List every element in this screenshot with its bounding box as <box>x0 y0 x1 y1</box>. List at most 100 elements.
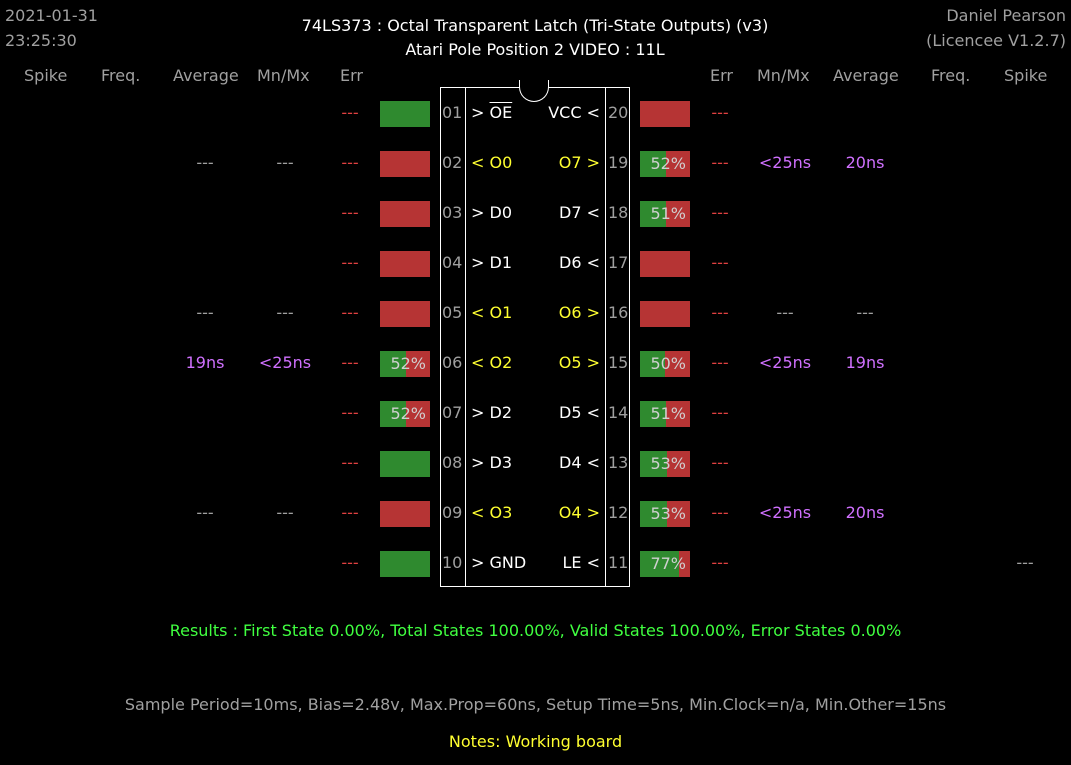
right-pin-11-number: 11 <box>608 553 629 572</box>
right-pin-15-label: O5 > <box>559 353 600 372</box>
left-pin-09-err: --- <box>341 503 359 522</box>
right-pin-16-label: O6 > <box>559 303 600 322</box>
right-pin-12-average: 20ns <box>845 503 885 522</box>
bar-high-fill <box>640 451 667 477</box>
left-pin-07-number: 07 <box>442 403 463 422</box>
pin-name: O1 <box>489 303 513 322</box>
pin-name: LE <box>562 553 582 572</box>
right-pin-13-number: 13 <box>608 453 629 472</box>
right-pin-18-state-bar: 51% <box>640 201 690 227</box>
col-left-mnmx: Mn/Mx <box>257 66 310 85</box>
col-left-spike: Spike <box>24 66 68 85</box>
bar-high-fill <box>380 101 430 127</box>
right-pin-17-err: --- <box>711 253 729 272</box>
right-pin-12-err: --- <box>711 503 729 522</box>
pin-direction: > <box>586 303 600 322</box>
bar-percent: 52% <box>650 154 686 173</box>
right-pin-11-err: --- <box>711 553 729 572</box>
pin-direction: > <box>471 203 485 222</box>
left-pin-05-state-bar <box>380 301 430 327</box>
left-pin-06-label: < O2 <box>471 353 512 372</box>
chip-outline <box>440 87 630 587</box>
right-pin-15-state-bar: 50% <box>640 351 690 377</box>
left-pin-10-label: > GND <box>471 553 526 572</box>
right-pin-17-state-bar <box>640 251 690 277</box>
left-pin-06-mnmx: <25ns <box>258 353 312 372</box>
left-pin-01-err: --- <box>341 103 359 122</box>
pin-direction: > <box>471 403 485 422</box>
right-pin-14-err: --- <box>711 403 729 422</box>
left-pin-04-err: --- <box>341 253 359 272</box>
left-pin-09-number: 09 <box>442 503 463 522</box>
bar-low-fill <box>640 301 690 327</box>
pin-name: O4 <box>558 503 582 522</box>
left-pin-10-number: 10 <box>442 553 463 572</box>
pin-name: VCC <box>548 103 582 122</box>
bar-high-fill <box>640 551 679 577</box>
bar-high-fill <box>380 451 430 477</box>
bar-low-fill <box>640 251 690 277</box>
right-pin-19-average: 20ns <box>845 153 885 172</box>
board-title: Atari Pole Position 2 VIDEO : 11L <box>405 40 665 59</box>
time: 23:25:30 <box>5 31 77 50</box>
left-pin-08-number: 08 <box>442 453 463 472</box>
pin-direction: > <box>471 553 485 572</box>
right-pin-19-err: --- <box>711 153 729 172</box>
pin-direction: < <box>586 403 600 422</box>
left-pin-06-err: --- <box>341 353 359 372</box>
bar-high-fill <box>640 351 665 377</box>
right-pin-20-label: VCC < <box>548 103 600 122</box>
pin-direction: < <box>586 553 600 572</box>
pin-name: O3 <box>489 503 513 522</box>
left-pin-06-number: 06 <box>442 353 463 372</box>
bar-percent: 53% <box>650 454 686 473</box>
left-pin-01-number: 01 <box>442 103 463 122</box>
left-pin-05-average: --- <box>196 303 214 322</box>
right-pin-15-average: 19ns <box>845 353 885 372</box>
left-pin-08-label: > D3 <box>471 453 512 472</box>
col-right-mnmx: Mn/Mx <box>757 66 810 85</box>
left-pin-09-mnmx: --- <box>276 503 294 522</box>
pin-direction: < <box>471 303 485 322</box>
bar-high-fill <box>380 551 430 577</box>
pin-direction: > <box>586 353 600 372</box>
pin-direction: > <box>471 253 485 272</box>
right-pin-17-label: D6 < <box>559 253 600 272</box>
pin-name: O2 <box>489 353 513 372</box>
left-pin-03-err: --- <box>341 203 359 222</box>
left-pin-05-err: --- <box>341 303 359 322</box>
left-pin-07-err: --- <box>341 403 359 422</box>
right-pin-12-label: O4 > <box>559 503 600 522</box>
chip-title: 74LS373 : Octal Transparent Latch (Tri-S… <box>301 16 769 35</box>
bar-low-fill <box>380 151 430 177</box>
left-pin-05-label: < O1 <box>471 303 512 322</box>
pin-direction: > <box>586 153 600 172</box>
right-pin-14-number: 14 <box>608 403 629 422</box>
right-pin-18-err: --- <box>711 203 729 222</box>
bar-percent: 53% <box>650 504 686 523</box>
right-pin-11-spike: --- <box>1016 553 1034 572</box>
right-pin-16-mnmx: --- <box>776 303 794 322</box>
pin-direction: < <box>471 353 485 372</box>
right-pin-18-number: 18 <box>608 203 629 222</box>
left-pin-10-state-bar <box>380 551 430 577</box>
right-pin-19-label: O7 > <box>559 153 600 172</box>
pin-name: GND <box>489 553 527 572</box>
pin-name: D1 <box>489 253 513 272</box>
bar-percent: 51% <box>650 204 686 223</box>
pin-name: D3 <box>489 453 513 472</box>
right-pin-13-err: --- <box>711 453 729 472</box>
pin-name: O7 <box>558 153 582 172</box>
left-pin-03-number: 03 <box>442 203 463 222</box>
pin-direction: > <box>471 453 485 472</box>
bar-high-fill <box>380 351 406 377</box>
pin-name: D2 <box>489 403 513 422</box>
bar-low-fill <box>380 301 430 327</box>
right-pin-15-mnmx: <25ns <box>758 353 812 372</box>
right-pin-18-label: D7 < <box>559 203 600 222</box>
pin-direction: < <box>586 253 600 272</box>
col-left-err: Err <box>340 66 363 85</box>
bar-high-fill <box>640 151 666 177</box>
col-right-err: Err <box>710 66 733 85</box>
chip-left-pin-column <box>441 88 466 586</box>
